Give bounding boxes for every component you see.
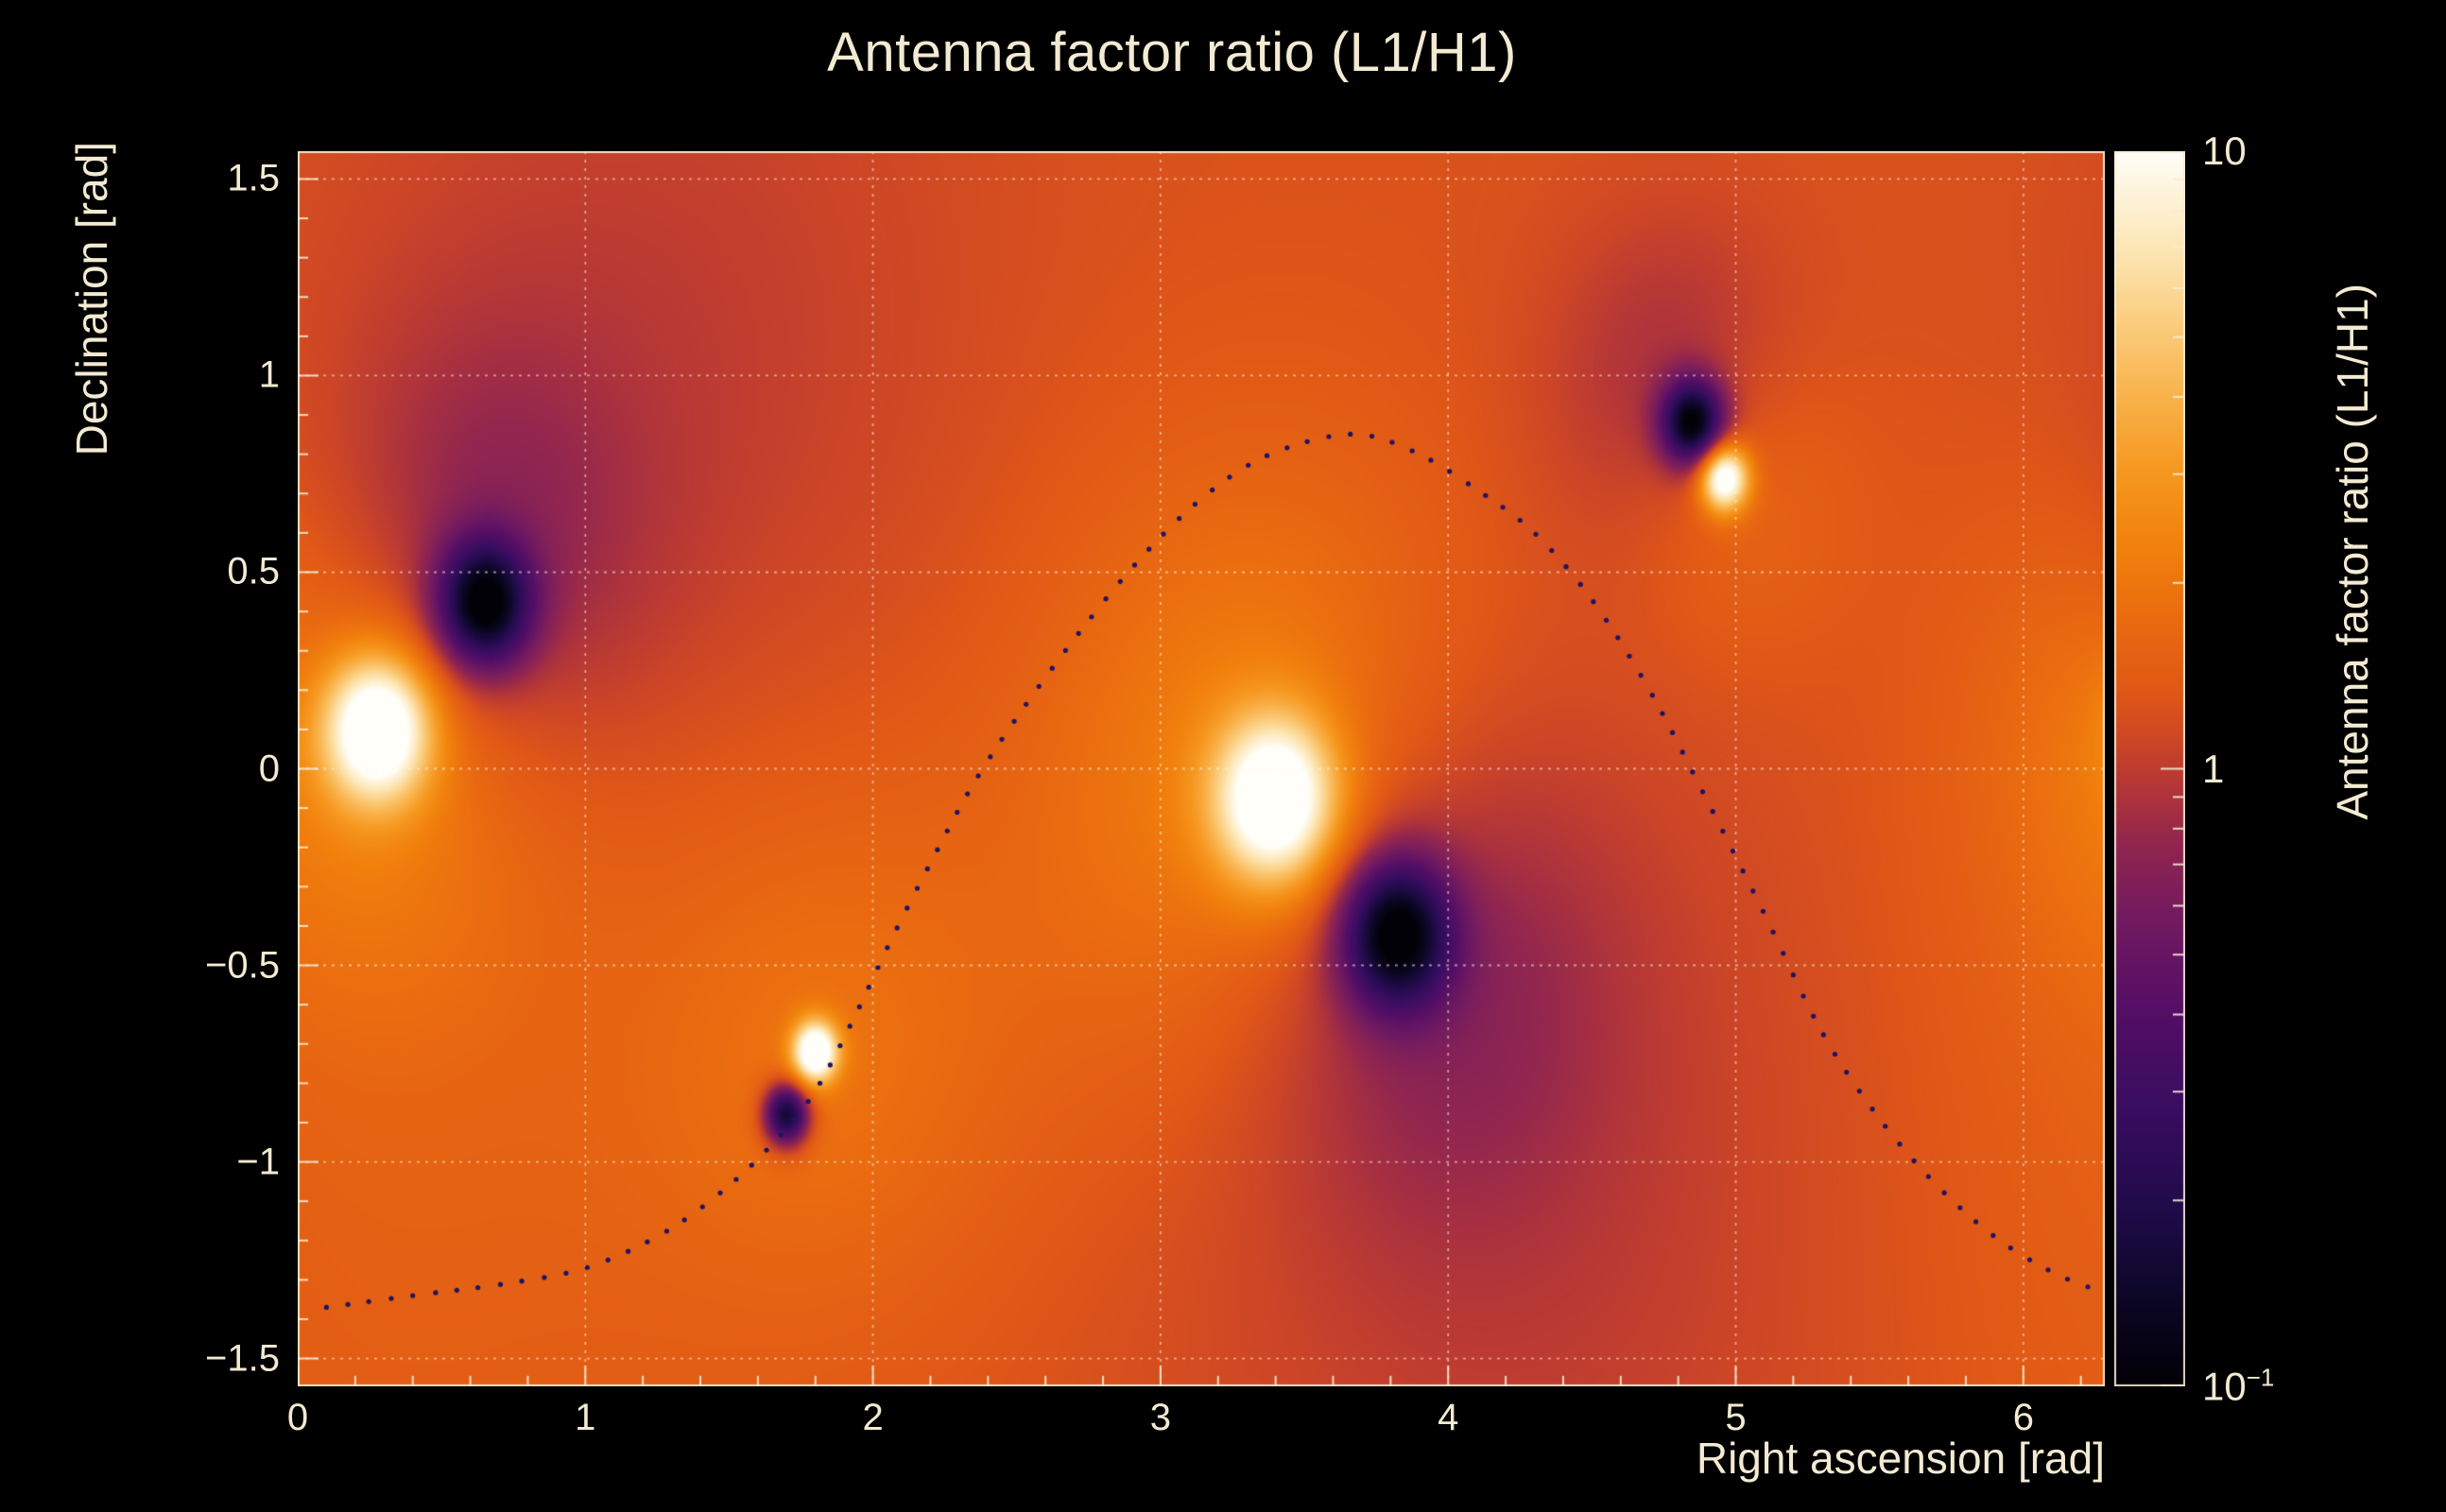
x-tick-label: 1 bbox=[575, 1397, 596, 1438]
y-tick-label: 0.5 bbox=[227, 550, 280, 593]
colorbar-tick-label: 1 bbox=[2202, 746, 2225, 791]
y-tick-label: −0.5 bbox=[205, 944, 280, 986]
colorbar-title: Antenna factor ratio (L1/H1) bbox=[2328, 284, 2377, 820]
y-tick-label: −1.5 bbox=[205, 1337, 280, 1380]
x-axis-title: Right ascension [rad] bbox=[1696, 1434, 2105, 1483]
y-tick-label: 1.5 bbox=[227, 157, 280, 199]
y-tick-label: 1 bbox=[258, 353, 280, 396]
x-tick-label: 2 bbox=[862, 1397, 884, 1438]
chart-title: Antenna factor ratio (L1/H1) bbox=[827, 22, 1517, 83]
colorbar-tick-exponent: −1 bbox=[2246, 1363, 2275, 1392]
colorbar-canvas bbox=[2114, 151, 2185, 1386]
heatmap-plot-canvas bbox=[298, 151, 2105, 1386]
x-tick-label: 6 bbox=[2012, 1397, 2034, 1438]
x-tick-label: 5 bbox=[1725, 1397, 1747, 1438]
y-tick-label: −1 bbox=[236, 1141, 280, 1183]
colorbar-tick-label: 10−1 bbox=[2202, 1363, 2275, 1409]
y-tick-label: 0 bbox=[258, 747, 280, 789]
x-tick-label: 0 bbox=[286, 1397, 309, 1438]
colorbar-tick-label: 10 bbox=[2202, 129, 2247, 173]
x-tick-label: 3 bbox=[1149, 1397, 1172, 1438]
x-tick-label: 4 bbox=[1438, 1397, 1459, 1438]
